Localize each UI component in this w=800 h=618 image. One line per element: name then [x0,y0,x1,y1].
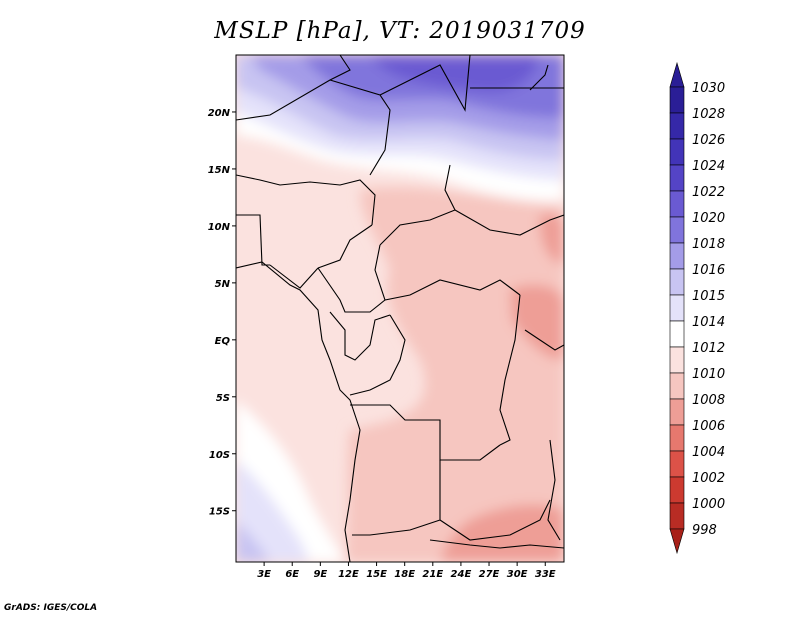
lon-tick-label: 30E [507,569,528,580]
credit-label: GrADS: IGES/COLA [4,603,98,613]
lat-tick-label: 15N [208,165,231,176]
border-mozambique [547,439,561,541]
lat-tick-label: 5N [215,279,231,290]
border-north-3 [379,55,471,112]
colorbar-label: 1026 [692,133,725,148]
lat-tick-label: 10S [209,450,230,461]
colorbar-bottom-arrow [669,528,685,555]
border-north-2 [329,79,391,176]
colorbar-label: 1014 [692,315,725,330]
map-frame [235,54,565,563]
colorbar-swatch [669,138,685,166]
field-1008-east [510,284,564,360]
border-nigeria-east [269,264,319,289]
lon-tick-label: 27E [479,569,500,580]
colorbar-top-arrow [669,61,685,88]
lon-tick-label: 18E [394,569,415,580]
colorbar-swatch [669,164,685,192]
colorbar-swatch [669,320,685,348]
border-gabon [329,311,391,361]
border-sahel-2 [317,224,373,269]
country-borders [236,55,564,562]
colorbar-label: 1010 [692,367,725,382]
colorbar-swatch [669,424,685,452]
colorbar-swatch [669,398,685,426]
border-southeast [429,539,564,549]
colorbar-label: 998 [692,523,717,538]
colorbar-swatch [669,476,685,504]
lat-tick-label: 15S [209,507,230,518]
field-1016-south [236,520,270,562]
border-cameroon [317,267,386,313]
colorbar-label: 1024 [692,159,725,174]
colorbar-label: 1002 [692,471,725,486]
colorbar-swatch [669,86,685,114]
colorbar-label: 1028 [692,107,725,122]
border-congo [349,314,406,396]
colorbar-swatch [669,190,685,218]
border-drc-south [350,404,501,461]
colorbar-swatch [669,346,685,374]
colorbar-label: 1008 [692,393,725,408]
field-1008-southeast [440,504,564,562]
colorbar-label: 1022 [692,185,725,200]
longitude-axis: 3E 6E 9E 12E 15E 18E 21E 24E 27E 30E 33E [257,562,556,580]
field-1008-ne [539,213,564,265]
lon-tick-label: 21E [422,569,443,580]
colorbar-swatch [669,216,685,244]
border-car [374,244,521,301]
latitude-axis: 20N 15N 10N 5N EQ 5S 10S 15S [208,108,236,518]
pressure-field [236,55,564,562]
lat-tick-label: EQ [215,336,231,347]
border-angola [352,460,441,536]
colorbar-label: 1018 [692,237,725,252]
lon-tick-label: 12E [338,569,359,580]
border-lake-region [524,329,564,351]
lon-tick-label: 24E [451,569,472,580]
lat-tick-label: 5S [216,393,230,404]
colorbar-label: 1000 [692,497,725,512]
lon-tick-label: 3E [257,569,271,580]
lat-tick-label: 20N [208,108,231,119]
border-chad-east [379,164,456,246]
lat-tick-label: 10N [208,222,231,233]
lon-tick-label: 33E [535,569,556,580]
colorbar-label: 1012 [692,341,725,356]
colorbar-swatch [669,268,685,296]
field-1022-north [370,55,540,92]
border-sahel-1 [236,174,376,226]
border-east [499,294,521,446]
colorbar-swatch [669,242,685,270]
lon-tick-label: 6E [285,569,299,580]
colorbar-label: 1015 [692,289,725,304]
coastline-west [236,261,361,562]
colorbar-swatch [669,112,685,140]
field-1010-east [345,187,564,562]
map-title: MSLP [hPa], VT: 2019031709 [214,18,586,44]
colorbar-label: 1030 [692,81,725,96]
colorbar-swatch [669,450,685,478]
coastline-ne [529,64,549,91]
colorbar-label: 1006 [692,419,725,434]
colorbar: 1030 1028 1026 1024 1022 1020 1018 1016 1015 1014… [669,61,725,555]
colorbar-label: 1016 [692,263,725,278]
colorbar-label: 1004 [692,445,725,460]
colorbar-swatch [669,372,685,400]
lon-tick-label: 15E [366,569,387,580]
border-sudan [454,209,564,236]
field-1015-south [236,460,310,562]
colorbar-label: 1020 [692,211,725,226]
colorbar-swatch [669,294,685,322]
colorbar-swatch [669,502,685,530]
border-zambia [439,499,551,541]
lon-tick-label: 9E [313,569,327,580]
